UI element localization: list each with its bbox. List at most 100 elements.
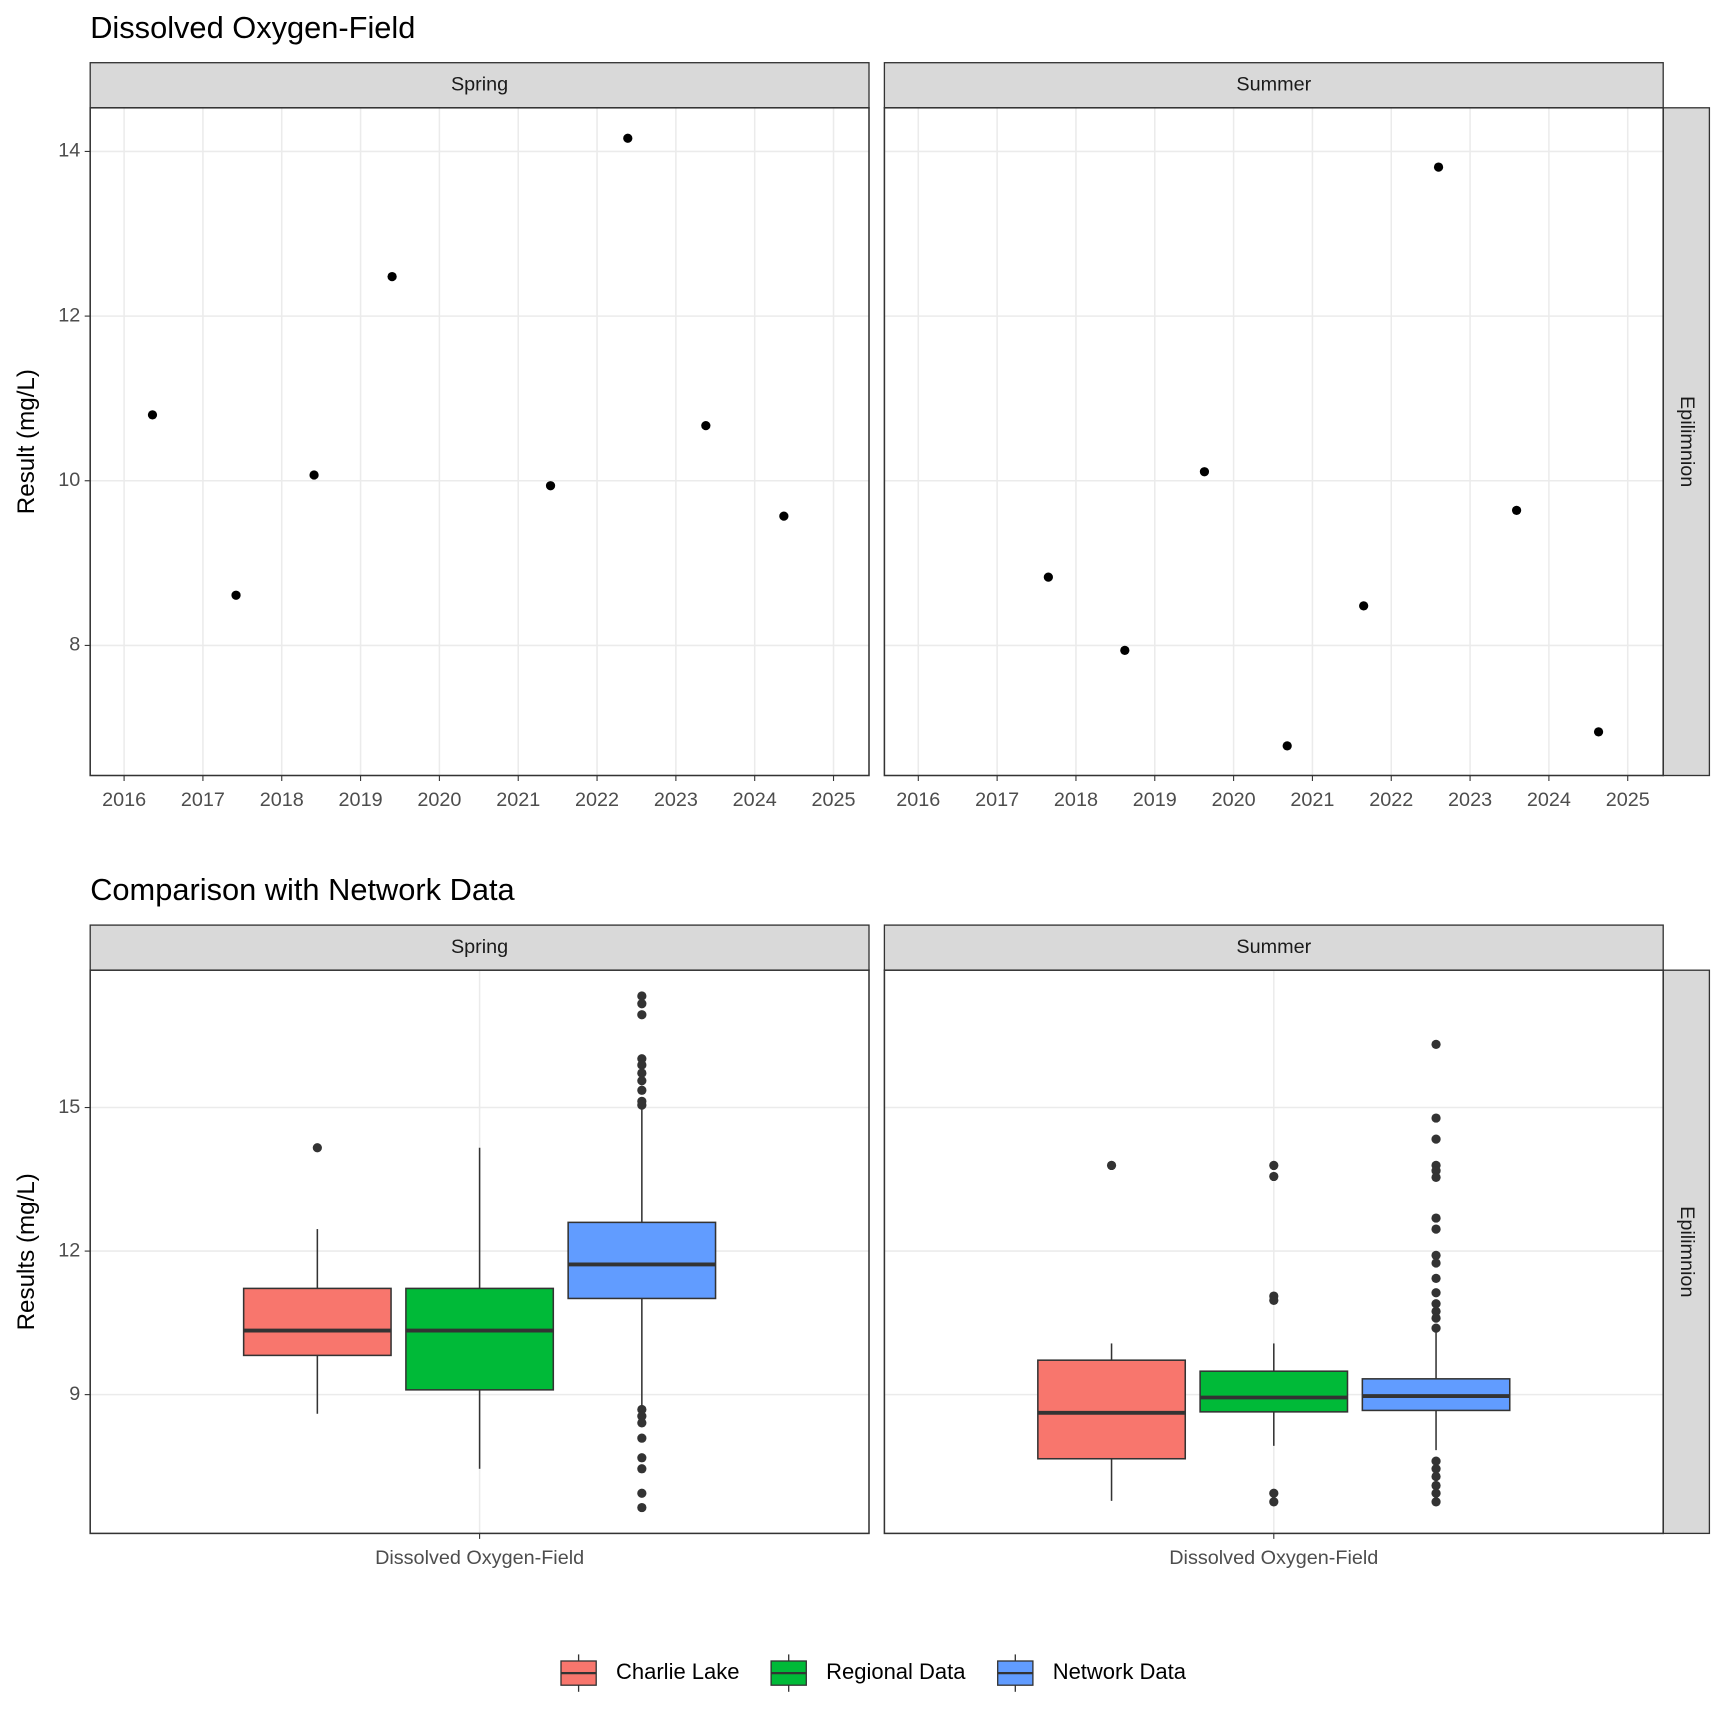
panel-strip bbox=[89, 62, 870, 109]
panel-strip bbox=[883, 62, 1664, 109]
y-axis-title: Result (mg/L) bbox=[13, 369, 40, 514]
point bbox=[779, 511, 789, 521]
outlier bbox=[1269, 1295, 1279, 1305]
outlier bbox=[637, 1076, 647, 1086]
box bbox=[1199, 1370, 1349, 1413]
panel-strip bbox=[89, 924, 870, 971]
point bbox=[231, 590, 241, 600]
panel-border bbox=[89, 107, 870, 777]
outlier bbox=[1431, 1166, 1441, 1176]
y-tick-label: 10 bbox=[58, 469, 80, 491]
panel-strip-label: Spring bbox=[451, 73, 508, 95]
outlier bbox=[637, 1085, 647, 1095]
x-tick-label: 2018 bbox=[260, 789, 304, 811]
x-tick-label: 2023 bbox=[1448, 789, 1492, 811]
outlier bbox=[1431, 1313, 1441, 1323]
panel-strip-label: Summer bbox=[1236, 73, 1311, 95]
point bbox=[1433, 162, 1444, 172]
x-tick-label: 2023 bbox=[654, 789, 698, 811]
outlier bbox=[1431, 1258, 1441, 1268]
x-tick-label: 2018 bbox=[1054, 789, 1098, 811]
x-tick-label: Dissolved Oxygen-Field bbox=[375, 1547, 584, 1569]
outlier bbox=[1431, 1039, 1441, 1049]
outlier bbox=[1431, 1273, 1441, 1283]
box bbox=[242, 1287, 392, 1357]
row-strip bbox=[1662, 107, 1711, 777]
x-tick-label: 2019 bbox=[1133, 789, 1177, 811]
point bbox=[1282, 741, 1292, 751]
x-tick-label: 2022 bbox=[1369, 789, 1413, 811]
panel-border bbox=[89, 969, 870, 1535]
outlier bbox=[637, 1502, 647, 1513]
outlier bbox=[1431, 1456, 1441, 1466]
legend-label: Charlie Lake bbox=[616, 1659, 740, 1684]
y-tick-label: 15 bbox=[58, 1096, 80, 1118]
y-tick-label: 14 bbox=[58, 140, 80, 162]
outlier bbox=[637, 1418, 647, 1428]
chart-title: Dissolved Oxygen-Field bbox=[90, 10, 415, 45]
chart-title: Comparison with Network Data bbox=[90, 872, 515, 907]
outlier bbox=[1431, 1299, 1441, 1309]
x-tick-label: 2017 bbox=[181, 789, 225, 811]
box bbox=[567, 1221, 717, 1300]
x-tick-label: 2025 bbox=[812, 789, 856, 811]
outlier bbox=[637, 999, 647, 1009]
y-axis-title: Results (mg/L) bbox=[13, 1173, 40, 1330]
x-tick-label: 2022 bbox=[575, 789, 619, 811]
outlier bbox=[1431, 1471, 1441, 1482]
outlier bbox=[637, 1433, 647, 1443]
outlier bbox=[637, 1464, 647, 1474]
point bbox=[701, 420, 711, 431]
outlier bbox=[1431, 1323, 1441, 1333]
y-tick-label: 12 bbox=[58, 1239, 80, 1261]
point bbox=[1199, 467, 1210, 477]
outlier bbox=[637, 991, 647, 1001]
y-tick-label: 12 bbox=[58, 304, 80, 326]
outlier bbox=[1431, 1497, 1441, 1507]
point bbox=[1593, 727, 1604, 737]
x-tick-label: 2021 bbox=[496, 789, 540, 811]
x-tick-label: 2016 bbox=[102, 789, 146, 811]
x-tick-label: 2016 bbox=[896, 789, 940, 811]
outlier bbox=[1106, 1160, 1117, 1171]
point bbox=[623, 133, 633, 143]
point bbox=[1120, 645, 1130, 655]
outlier bbox=[637, 1068, 647, 1078]
x-tick-label: 2017 bbox=[975, 789, 1019, 811]
outlier bbox=[637, 1010, 647, 1020]
box bbox=[405, 1287, 555, 1391]
outlier bbox=[1431, 1172, 1441, 1183]
y-tick-label: 8 bbox=[69, 634, 80, 656]
panel-border bbox=[883, 107, 1664, 777]
outlier bbox=[1431, 1113, 1441, 1123]
outlier bbox=[1431, 1224, 1441, 1234]
outlier bbox=[1431, 1134, 1441, 1144]
outlier bbox=[1269, 1488, 1279, 1498]
row-strip-label: Epilimnion bbox=[1676, 396, 1698, 487]
panel-background bbox=[90, 107, 869, 776]
panel-strip-label: Summer bbox=[1236, 936, 1311, 958]
point bbox=[1043, 572, 1053, 582]
outlier bbox=[637, 1488, 647, 1498]
outlier bbox=[1431, 1306, 1441, 1316]
row-strip-label: Epilimnion bbox=[1676, 1206, 1698, 1297]
x-tick-label: 2020 bbox=[1212, 789, 1256, 811]
outlier bbox=[1431, 1288, 1441, 1298]
x-tick-label: 2024 bbox=[733, 789, 777, 811]
legend-label: Regional Data bbox=[826, 1659, 966, 1684]
outlier bbox=[1269, 1497, 1279, 1507]
row-strip bbox=[1662, 969, 1711, 1535]
x-tick-label: 2024 bbox=[1527, 789, 1571, 811]
point bbox=[1511, 505, 1522, 516]
point bbox=[545, 481, 556, 491]
box bbox=[1037, 1359, 1187, 1460]
outlier bbox=[637, 1453, 647, 1463]
x-tick-label: 2021 bbox=[1290, 789, 1334, 811]
point bbox=[1359, 601, 1369, 611]
outlier bbox=[1269, 1160, 1279, 1171]
outlier bbox=[637, 1060, 647, 1070]
outlier bbox=[312, 1143, 322, 1153]
point bbox=[147, 410, 158, 420]
